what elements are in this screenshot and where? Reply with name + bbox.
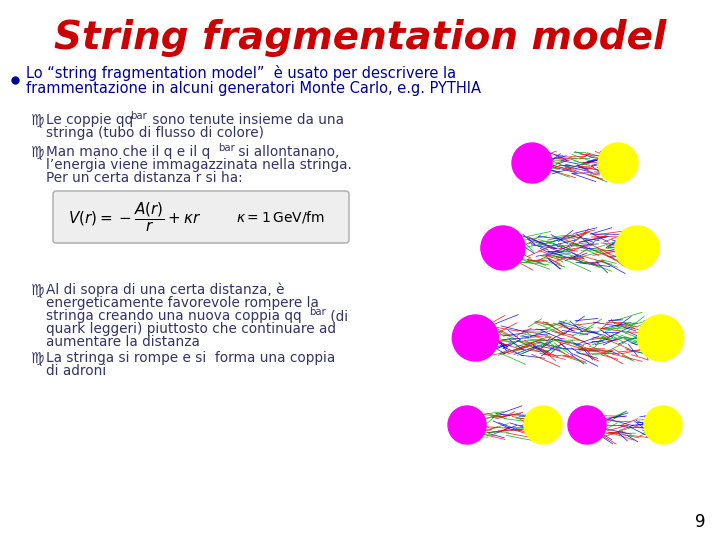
Circle shape: [638, 315, 684, 361]
Circle shape: [598, 143, 638, 183]
Circle shape: [452, 315, 498, 361]
Text: aumentare la distanza: aumentare la distanza: [46, 335, 200, 349]
Text: 9: 9: [695, 513, 705, 531]
Text: quark leggeri) piuttosto che continuare ad: quark leggeri) piuttosto che continuare …: [46, 322, 336, 336]
Text: bar: bar: [130, 111, 147, 121]
Text: si allontanano,: si allontanano,: [234, 145, 339, 159]
Text: Lo “string fragmentation model”  è usato per descrivere la: Lo “string fragmentation model” è usato …: [26, 65, 456, 81]
Text: ♍: ♍: [30, 112, 43, 127]
Text: l’energia viene immagazzinata nella stringa.: l’energia viene immagazzinata nella stri…: [46, 158, 352, 172]
Text: sono tenute insieme da una: sono tenute insieme da una: [148, 113, 344, 127]
Circle shape: [568, 406, 606, 444]
Text: stringa creando una nuova coppia qq: stringa creando una nuova coppia qq: [46, 309, 302, 323]
Text: ♍: ♍: [30, 350, 43, 366]
Text: energeticamente favorevole rompere la: energeticamente favorevole rompere la: [46, 296, 319, 310]
Text: Man mano che il q e il q: Man mano che il q e il q: [46, 145, 210, 159]
Text: stringa (tubo di flusso di colore): stringa (tubo di flusso di colore): [46, 126, 264, 140]
Text: Le coppie qq: Le coppie qq: [46, 113, 133, 127]
Text: Al di sopra di una certa distanza, è: Al di sopra di una certa distanza, è: [46, 283, 284, 297]
Text: $\kappa = 1\,\mathrm{GeV/fm}$: $\kappa = 1\,\mathrm{GeV/fm}$: [236, 209, 325, 225]
Circle shape: [448, 406, 486, 444]
Text: String fragmentation model: String fragmentation model: [54, 19, 666, 57]
Circle shape: [524, 406, 562, 444]
Text: bar: bar: [309, 307, 325, 317]
Text: $V(r) = -\dfrac{A(r)}{r} + \kappa r$: $V(r) = -\dfrac{A(r)}{r} + \kappa r$: [68, 200, 202, 234]
Text: bar: bar: [218, 143, 235, 153]
Text: La stringa si rompe e si  forma una coppia: La stringa si rompe e si forma una coppi…: [46, 351, 336, 365]
Text: ♍: ♍: [30, 145, 43, 159]
Text: Per un certa distanza r si ha:: Per un certa distanza r si ha:: [46, 171, 243, 185]
Circle shape: [644, 406, 682, 444]
FancyBboxPatch shape: [53, 191, 349, 243]
Text: di adroni: di adroni: [46, 364, 107, 378]
Text: ♍: ♍: [30, 282, 43, 298]
Text: (di: (di: [326, 309, 348, 323]
Circle shape: [481, 226, 525, 270]
Circle shape: [512, 143, 552, 183]
Text: frammentazione in alcuni generatori Monte Carlo, e.g. PYTHIA: frammentazione in alcuni generatori Mont…: [26, 80, 481, 96]
Circle shape: [615, 226, 659, 270]
